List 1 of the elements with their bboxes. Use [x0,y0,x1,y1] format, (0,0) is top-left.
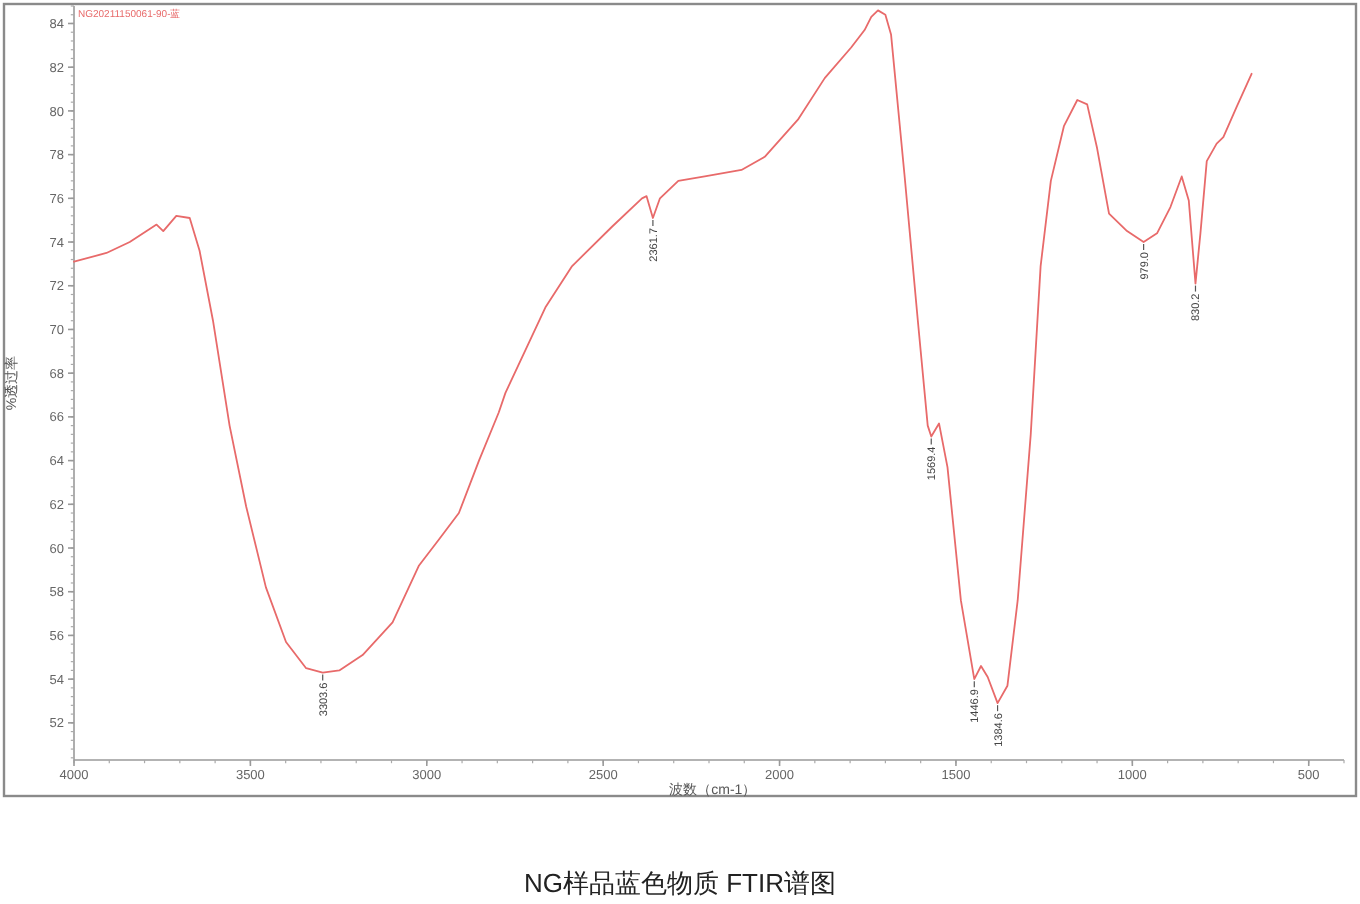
text: NG样品蓝色物质 FTIR谱图 [524,868,836,898]
